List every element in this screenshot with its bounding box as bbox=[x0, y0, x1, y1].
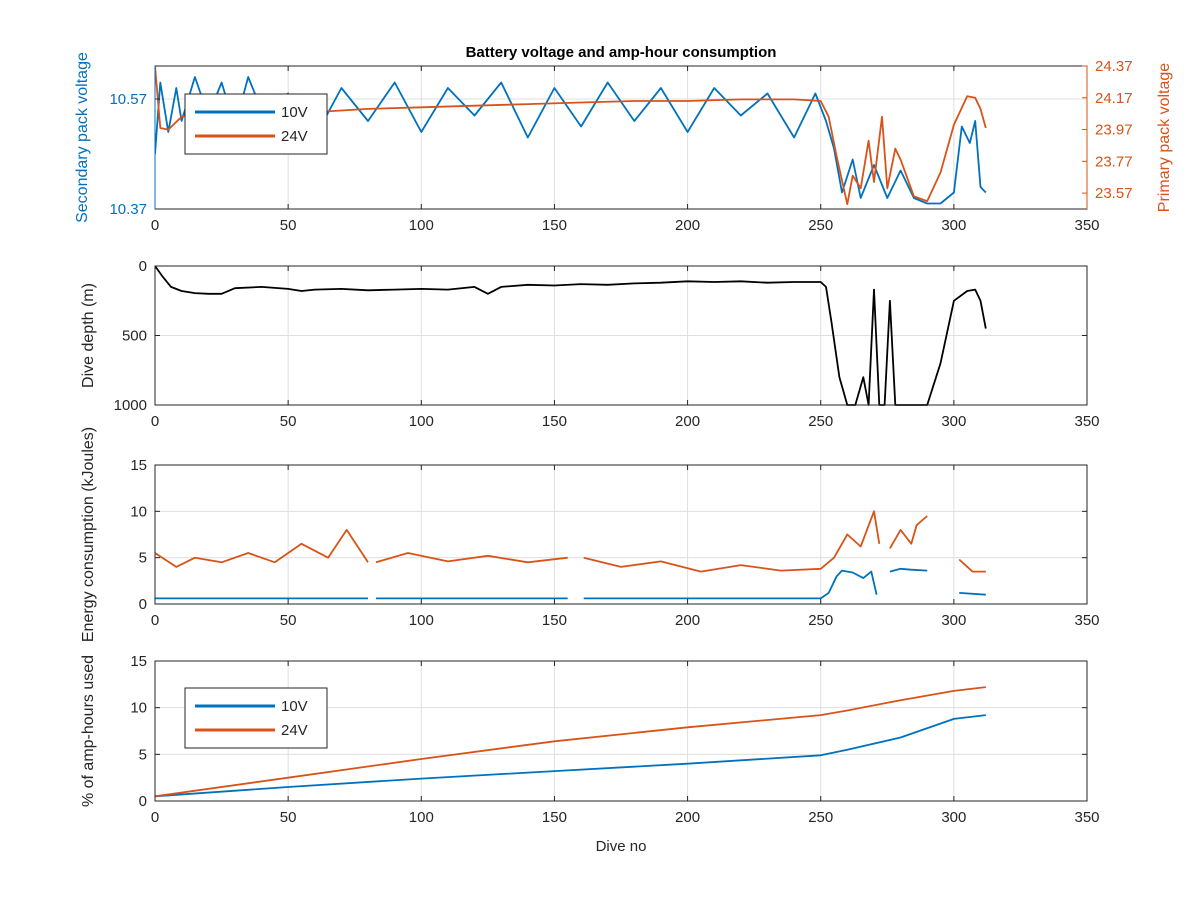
series-line-24v-seg4 bbox=[889, 515, 928, 549]
y-tick-label: 0 bbox=[139, 793, 147, 810]
series-line-10v-seg3 bbox=[583, 569, 878, 600]
plot-area bbox=[155, 465, 1087, 604]
y-tick-label: 0 bbox=[139, 258, 147, 275]
y-tick-label-right: 24.37 bbox=[1095, 58, 1133, 75]
y-tick-label-right: 23.97 bbox=[1095, 122, 1133, 139]
x-tick-label: 350 bbox=[1074, 217, 1099, 234]
legend-box bbox=[184, 93, 328, 155]
x-tick-label: 0 bbox=[151, 612, 159, 629]
y-tick-label: 10.37 bbox=[109, 201, 147, 218]
figure-title: Battery voltage and amp-hour consumption bbox=[466, 44, 777, 61]
legend-label-24v: 24V bbox=[281, 722, 308, 739]
x-tick-label: 250 bbox=[808, 809, 833, 826]
x-tick-label: 200 bbox=[675, 809, 700, 826]
y-axis-label: Secondary pack voltage bbox=[74, 52, 91, 223]
x-tick-label: 0 bbox=[151, 809, 159, 826]
x-tick-label: 300 bbox=[941, 809, 966, 826]
series-line-24v-seg5 bbox=[958, 558, 986, 573]
y-tick-label: 5 bbox=[139, 550, 147, 567]
y-tick-label: 1000 bbox=[114, 397, 147, 414]
axes-box bbox=[154, 660, 1088, 802]
x-tick-label: 250 bbox=[808, 612, 833, 629]
axes-box bbox=[154, 464, 1088, 605]
y-tick-label-right: 24.17 bbox=[1095, 90, 1133, 107]
legend-label-24v: 24V bbox=[281, 128, 308, 145]
x-tick-label: 150 bbox=[542, 809, 567, 826]
y-tick-label-right: 23.57 bbox=[1095, 185, 1133, 202]
x-tick-label: 150 bbox=[542, 217, 567, 234]
x-tick-label: 150 bbox=[542, 413, 567, 430]
y-axis-label-right: Primary pack voltage bbox=[1156, 63, 1173, 212]
x-tick-label: 300 bbox=[941, 217, 966, 234]
y-tick-label: 10.57 bbox=[109, 91, 147, 108]
chart-panel-2: 0 50 100 150 200 250 300 350 0 500 1000 Dive depth … bbox=[80, 258, 1100, 430]
x-tick-label: 50 bbox=[280, 809, 297, 826]
chart-panel-1: 0 50 100 150 200 250 300 350 10.37 10.57 23.57 23.7… bbox=[74, 52, 1173, 234]
series-group bbox=[155, 686, 986, 798]
series-line-10v-seg4 bbox=[889, 567, 928, 573]
x-tick-label: 0 bbox=[151, 217, 159, 234]
y-tick-label: 5 bbox=[139, 746, 147, 763]
y-tick-label: 10 bbox=[130, 503, 147, 520]
legend-box bbox=[184, 687, 328, 749]
chart-panel-4: 0 50 100 150 200 250 300 350 0 5 10 15 % of amp-hour… bbox=[80, 653, 1100, 855]
x-tick-label: 100 bbox=[409, 809, 434, 826]
y-tick-label-right: 23.77 bbox=[1095, 153, 1133, 170]
series-group bbox=[155, 510, 986, 600]
x-tick-label: 350 bbox=[1074, 413, 1099, 430]
series-line-10v bbox=[155, 714, 986, 798]
x-tick-label: 0 bbox=[151, 413, 159, 430]
series-line-24v-seg1 bbox=[155, 529, 369, 568]
y-tick-label: 10 bbox=[130, 700, 147, 717]
y-axis-label: % of amp-hours used bbox=[80, 655, 97, 807]
y-tick-label: 15 bbox=[130, 457, 147, 474]
x-tick-label: 200 bbox=[675, 612, 700, 629]
x-tick-label: 50 bbox=[280, 413, 297, 430]
x-tick-label: 200 bbox=[675, 217, 700, 234]
x-tick-label: 50 bbox=[280, 217, 297, 234]
x-tick-label: 100 bbox=[409, 612, 434, 629]
legend-label-10v: 10V bbox=[281, 104, 308, 121]
y-axis-label: Dive depth (m) bbox=[80, 283, 97, 388]
y-axis-label: Energy consumption (kJoules) bbox=[80, 427, 97, 642]
x-tick-label: 100 bbox=[409, 217, 434, 234]
x-axis-label: Dive no bbox=[596, 838, 647, 855]
x-tick-label: 200 bbox=[675, 413, 700, 430]
x-tick-label: 100 bbox=[409, 413, 434, 430]
series-line-24v-seg2 bbox=[375, 552, 568, 564]
legend-label-10v: 10V bbox=[281, 698, 308, 715]
x-tick-label: 50 bbox=[280, 612, 297, 629]
x-tick-label: 150 bbox=[542, 612, 567, 629]
x-tick-label: 250 bbox=[808, 217, 833, 234]
chart-panel-3: 0 50 100 150 200 250 300 350 0 5 10 15 Energy consum… bbox=[80, 427, 1100, 642]
x-tick-label: 300 bbox=[941, 612, 966, 629]
x-tick-label: 350 bbox=[1074, 612, 1099, 629]
y-tick-label: 15 bbox=[130, 653, 147, 670]
y-tick-label: 500 bbox=[122, 328, 147, 345]
x-tick-label: 350 bbox=[1074, 809, 1099, 826]
x-tick-label: 300 bbox=[941, 413, 966, 430]
series-line-10v-seg5 bbox=[959, 592, 986, 596]
y-tick-label: 0 bbox=[139, 596, 147, 613]
series-line-24v-seg3 bbox=[583, 510, 881, 573]
series-line-24v bbox=[155, 686, 986, 798]
x-tick-label: 250 bbox=[808, 413, 833, 430]
